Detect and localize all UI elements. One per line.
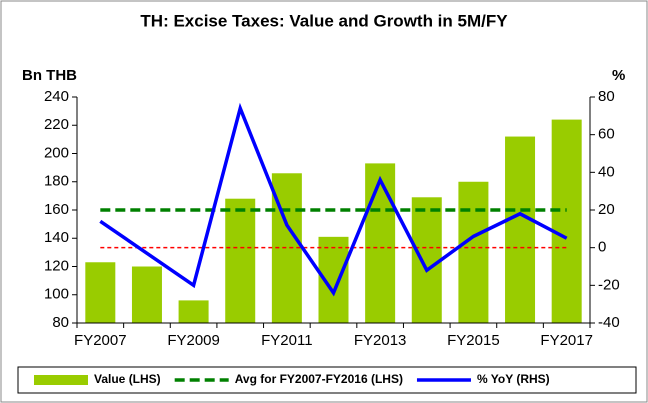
y-tick-label: 140	[44, 229, 69, 246]
x-tick-label: FY2007	[74, 332, 127, 349]
y2-tick-label: -40	[598, 314, 620, 331]
y2-tick-label: -20	[598, 276, 620, 293]
y-tick-label: 180	[44, 173, 69, 190]
legend-label: Value (LHS)	[94, 372, 161, 386]
bar	[85, 262, 116, 323]
legend	[17, 366, 637, 394]
y-tick-label: 80	[52, 314, 69, 331]
bar	[131, 266, 162, 323]
bar	[178, 300, 209, 323]
y-tick-label: 220	[44, 116, 69, 133]
bar	[365, 163, 396, 323]
y-tick-label: 100	[44, 286, 69, 303]
bar	[551, 119, 582, 323]
y2-tick-label: 80	[598, 88, 615, 105]
y-tick-label: 120	[44, 257, 69, 274]
legend-label: Avg for FY2007-FY2016 (LHS)	[235, 372, 403, 386]
bar	[458, 181, 489, 323]
y-tick-label: 160	[44, 201, 69, 218]
y2-tick-label: 40	[598, 163, 615, 180]
legend-label: % YoY (RHS)	[477, 372, 550, 386]
x-tick-label: FY2011	[261, 332, 312, 349]
x-tick-label: FY2017	[540, 332, 593, 349]
bar	[505, 136, 536, 323]
y-tick-label: 200	[44, 144, 69, 161]
x-tick-label: FY2015	[447, 332, 500, 349]
chart-title: TH: Excise Taxes: Value and Growth in 5M…	[140, 11, 508, 30]
y-axis-label: Bn THB	[22, 67, 77, 84]
x-tick-label: FY2009	[167, 332, 220, 349]
bar	[225, 198, 256, 323]
y2-tick-label: 60	[598, 126, 615, 143]
y2-tick-label: 20	[598, 201, 615, 218]
bar	[411, 197, 442, 323]
y2-axis-label: %	[612, 67, 625, 84]
legend-swatch	[34, 375, 88, 385]
line-series	[99, 102, 568, 297]
y2-tick-label: 0	[598, 239, 606, 256]
y-tick-label: 240	[44, 88, 69, 105]
x-tick-label: FY2013	[354, 332, 407, 349]
